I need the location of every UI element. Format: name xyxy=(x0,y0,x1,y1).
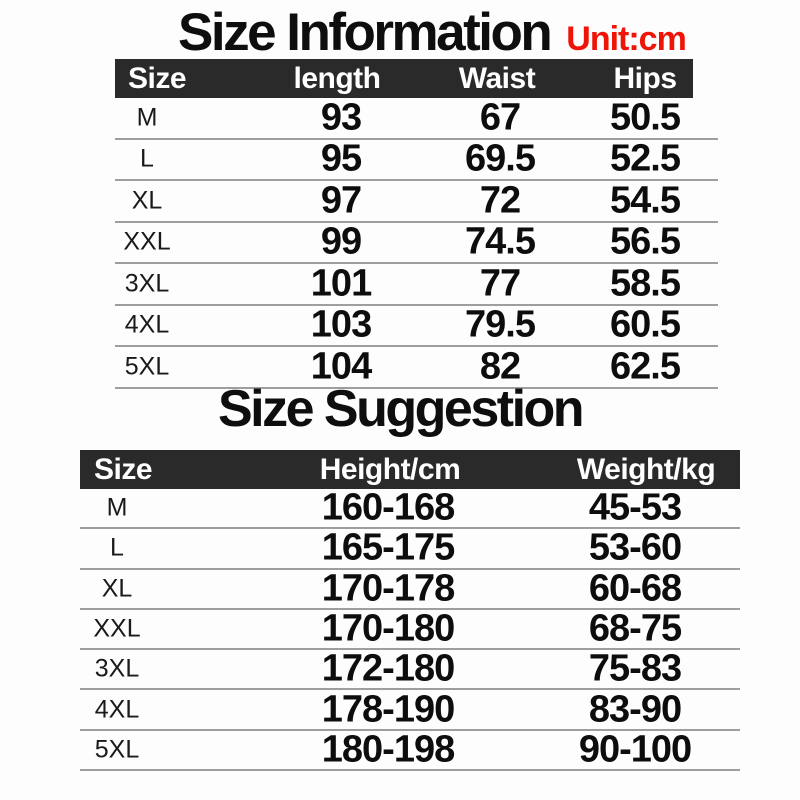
size-suggestion-heading: Size Suggestion xyxy=(217,380,585,438)
size-cell: XL xyxy=(101,574,133,603)
header-cell-height: Height/cm xyxy=(319,452,461,486)
length-cell: 93 xyxy=(320,96,362,139)
length-cell: 95 xyxy=(320,137,362,180)
hips-cell: 54.5 xyxy=(610,179,681,222)
size-cell: 5XL xyxy=(94,735,140,764)
size-information-table: Size length Waist Hips M 93 67 50.5 L 95… xyxy=(115,59,718,389)
waist-cell: 77 xyxy=(479,262,521,305)
size-cell: L xyxy=(140,144,154,173)
height-cell: 165-175 xyxy=(321,526,455,569)
page-title: Size Information xyxy=(178,3,553,62)
height-cell: 160-168 xyxy=(321,486,455,529)
height-cell: 170-178 xyxy=(321,567,455,610)
size-cell: M xyxy=(136,103,158,132)
weight-cell: 68-75 xyxy=(588,607,682,650)
table-row: 4XL 103 79.5 60.5 xyxy=(115,303,718,347)
size-cell: XL xyxy=(131,186,163,215)
waist-cell: 72 xyxy=(479,179,521,222)
table-row: M 93 67 50.5 xyxy=(115,96,718,140)
table-row: 3XL 101 77 58.5 xyxy=(115,262,718,306)
size-cell: 4XL xyxy=(94,695,140,724)
length-cell: 99 xyxy=(320,220,362,263)
waist-cell: 74.5 xyxy=(465,220,536,263)
size-cell: 3XL xyxy=(124,269,170,298)
table-row: XL 170-178 60-68 xyxy=(80,567,740,610)
table-row: L 165-175 53-60 xyxy=(80,526,740,570)
waist-cell: 79.5 xyxy=(465,303,536,346)
size-suggestion-table: Size Height/cm Weight/kg M 160-168 45-53… xyxy=(80,450,740,772)
hips-cell: 56.5 xyxy=(610,220,681,263)
table-row: 3XL 172-180 75-83 xyxy=(80,647,740,691)
table-row: XL 97 72 54.5 xyxy=(115,179,718,223)
table-row: 5XL 104 82 62.5 xyxy=(115,345,718,389)
table-header-row: Size Height/cm Weight/kg xyxy=(80,450,740,489)
hips-cell: 58.5 xyxy=(610,262,681,305)
unit-label: Unit:cm xyxy=(566,20,687,58)
size-cell: XXL xyxy=(123,227,171,256)
table-row: XXL 170-180 68-75 xyxy=(80,607,740,651)
size-cell: 5XL xyxy=(124,352,170,381)
weight-cell: 53-60 xyxy=(588,526,682,569)
waist-cell: 67 xyxy=(479,96,521,139)
length-cell: 103 xyxy=(310,303,372,346)
table-row: M 160-168 45-53 xyxy=(80,486,740,530)
size-cell: 4XL xyxy=(124,310,170,339)
header-cell-waist: Waist xyxy=(458,61,536,95)
hips-cell: 52.5 xyxy=(610,137,681,180)
table-row: 4XL 178-190 83-90 xyxy=(80,688,740,731)
height-cell: 180-198 xyxy=(321,728,455,771)
waist-cell: 82 xyxy=(479,345,521,388)
hips-cell: 62.5 xyxy=(610,345,681,388)
height-cell: 170-180 xyxy=(321,607,455,650)
length-cell: 101 xyxy=(310,262,372,305)
size-cell: XXL xyxy=(93,614,141,643)
header-cell-size: Size xyxy=(128,61,187,95)
waist-cell: 69.5 xyxy=(465,137,536,180)
weight-cell: 75-83 xyxy=(588,647,682,690)
weight-cell: 83-90 xyxy=(588,688,682,731)
size-cell: M xyxy=(106,493,128,522)
table-row: 5XL 180-198 90-100 xyxy=(80,728,740,772)
size-cell: 3XL xyxy=(94,654,140,683)
size-information-heading: Size Information Unit:cm xyxy=(178,2,687,63)
length-cell: 97 xyxy=(320,179,362,222)
length-cell: 104 xyxy=(310,345,372,388)
header-cell-hips: Hips xyxy=(613,61,677,95)
hips-cell: 60.5 xyxy=(610,303,681,346)
table-row: XXL 99 74.5 56.5 xyxy=(115,220,718,264)
table-row: L 95 69.5 52.5 xyxy=(115,137,718,181)
height-cell: 172-180 xyxy=(321,647,455,690)
weight-cell: 60-68 xyxy=(588,567,682,610)
weight-cell: 45-53 xyxy=(588,486,682,529)
size-cell: L xyxy=(110,533,124,562)
header-cell-weight: Weight/kg xyxy=(576,452,716,486)
header-cell-size: Size xyxy=(94,452,153,486)
weight-cell: 90-100 xyxy=(578,728,692,771)
header-cell-length: length xyxy=(293,61,382,95)
table-header-row: Size length Waist Hips xyxy=(115,59,693,98)
height-cell: 178-190 xyxy=(321,688,455,731)
hips-cell: 50.5 xyxy=(610,96,681,139)
